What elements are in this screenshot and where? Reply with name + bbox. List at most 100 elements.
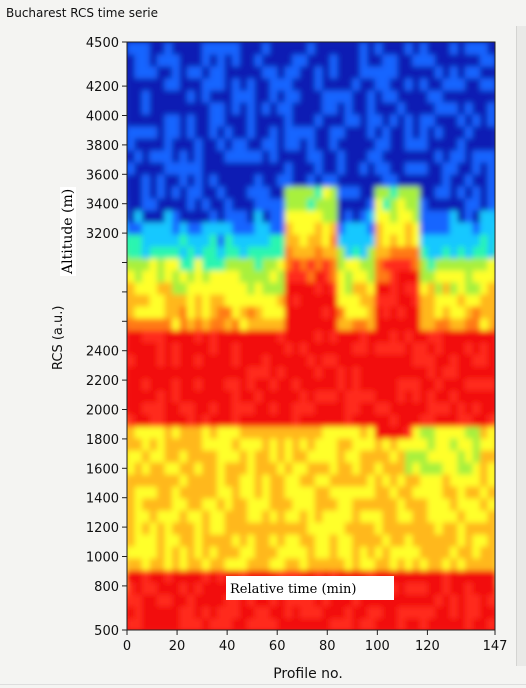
heatmap-cell [419, 294, 429, 307]
heatmap-cell [314, 66, 323, 79]
heatmap-cell [457, 294, 466, 307]
heatmap-cell [449, 582, 459, 595]
heatmap-cell [472, 390, 481, 403]
heatmap-cell [322, 618, 331, 630]
heatmap-cell [127, 102, 136, 115]
heatmap-cell [277, 234, 286, 247]
heatmap-cell [389, 66, 398, 79]
heatmap-cell [464, 138, 474, 151]
x-tick-label: 100 [365, 639, 390, 654]
heatmap-cell [262, 474, 271, 487]
heatmap-cell [149, 390, 158, 403]
heatmap-cell [262, 534, 271, 547]
heatmap-cell [134, 426, 143, 439]
heatmap-cell [262, 546, 271, 559]
heatmap-cell [457, 342, 466, 355]
heatmap-cell [239, 414, 248, 427]
heatmap-cells [127, 42, 495, 630]
heatmap-cell [442, 474, 451, 487]
heatmap-cell [127, 438, 136, 451]
heatmap-cell [149, 474, 158, 487]
heatmap-cell [179, 462, 188, 475]
heatmap-cell [412, 138, 421, 151]
heatmap-cell [457, 522, 466, 535]
heatmap-cell [487, 54, 495, 67]
heatmap-cell [314, 462, 323, 475]
heatmap-cell [367, 162, 376, 175]
heatmap-cell [434, 582, 444, 595]
heatmap-cell [194, 294, 203, 307]
heatmap-cell [397, 42, 406, 55]
heatmap-cell [134, 402, 143, 415]
heatmap-cell [187, 498, 196, 511]
heatmap-cell [404, 558, 413, 571]
heatmap-cell [127, 462, 136, 475]
heatmap-cell [179, 150, 188, 163]
heatmap-cell [217, 426, 226, 439]
heatmap-cell [134, 198, 143, 211]
heatmap-cell [472, 174, 481, 187]
heatmap-cell [172, 102, 181, 115]
heatmap-cell [269, 318, 278, 331]
heatmap-cell [127, 174, 136, 187]
heatmap-cell [442, 618, 451, 630]
heatmap-cell [397, 210, 406, 223]
heatmap-cell [247, 534, 256, 547]
heatmap-cell [239, 486, 248, 499]
heatmap-cell [472, 186, 481, 199]
heatmap-cell [404, 78, 413, 91]
heatmap-cell [187, 234, 196, 247]
heatmap-cell [389, 414, 398, 427]
heatmap-cell [292, 114, 301, 127]
heatmap-cell [412, 102, 421, 115]
heatmap-cell [187, 294, 196, 307]
heatmap-cell [202, 378, 211, 391]
heatmap-cell [329, 606, 338, 619]
heatmap-cell [247, 102, 256, 115]
heatmap-cell [157, 306, 166, 319]
heatmap-cell [247, 162, 256, 175]
heatmap-cell [224, 66, 233, 79]
heatmap-cell [314, 270, 323, 283]
heatmap-cell [142, 90, 151, 103]
heatmap-cell [262, 102, 271, 115]
heatmap-cell [217, 390, 226, 403]
heatmap-cell [172, 186, 181, 199]
heatmap-cell [209, 198, 218, 211]
heatmap-cell [464, 414, 474, 427]
heatmap-cell [307, 270, 316, 283]
heatmap-cell [254, 294, 263, 307]
heatmap-cell [344, 318, 353, 331]
heatmap-cell [314, 618, 323, 630]
heatmap-cell [344, 102, 353, 115]
heatmap-cell [464, 618, 474, 630]
heatmap-cell [337, 42, 346, 55]
heatmap-cell [337, 330, 346, 343]
heatmap-cell [224, 78, 233, 91]
heatmap-cell [337, 510, 346, 523]
heatmap-cell [134, 378, 143, 391]
heatmap-cell [412, 174, 421, 187]
heatmap-cell [202, 162, 211, 175]
heatmap-cell [247, 402, 256, 415]
heatmap-cell [314, 90, 323, 103]
heatmap-cell [262, 342, 271, 355]
heatmap-cell [322, 534, 331, 547]
heatmap-cell [329, 498, 338, 511]
heatmap-cell [374, 222, 383, 235]
heatmap-cell [179, 534, 188, 547]
heatmap-cell [359, 426, 368, 439]
heatmap-cell [382, 42, 391, 55]
heatmap-cell [382, 318, 391, 331]
heatmap-cell [404, 270, 413, 283]
heatmap-cell [412, 378, 421, 391]
heatmap-cell [217, 114, 226, 127]
heatmap-cell [382, 402, 391, 415]
heatmap-cell [412, 246, 421, 259]
heatmap-cell [247, 378, 256, 391]
heatmap-cell [419, 486, 429, 499]
heatmap-cell [179, 198, 188, 211]
heatmap-cell [337, 486, 346, 499]
heatmap-cell [292, 594, 301, 607]
heatmap-cell [209, 342, 218, 355]
